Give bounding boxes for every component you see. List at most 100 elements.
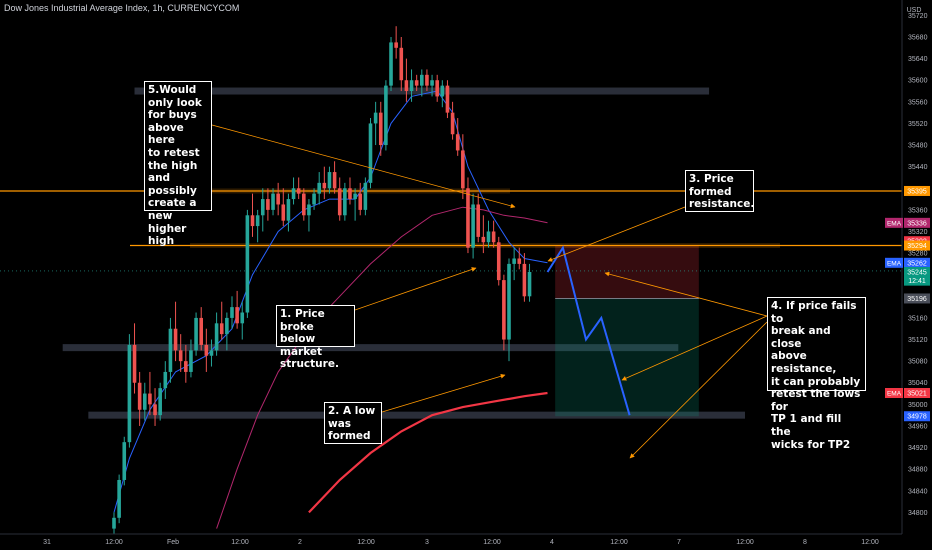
ema-tag: EMA [887, 391, 902, 398]
support-resistance-zone [62, 344, 679, 352]
candle [127, 344, 132, 443]
x-tick-label: 12:00 [105, 539, 123, 546]
candle [153, 404, 157, 416]
candle [512, 258, 516, 264]
price-label-box [904, 275, 930, 286]
candle [358, 193, 363, 210]
price-label: 34978 [907, 414, 927, 421]
candle [378, 112, 383, 146]
y-tick-label: 35360 [908, 207, 928, 214]
candle [476, 204, 481, 237]
y-tick-label: 34800 [908, 510, 928, 517]
projection-path [546, 245, 631, 416]
y-tick-label: 35680 [908, 35, 928, 42]
candle [368, 123, 373, 183]
candle [271, 193, 275, 210]
ema-tag: EMA [887, 260, 902, 267]
candle [117, 479, 121, 518]
price-label: 35294 [907, 243, 927, 250]
y-tick-label: 35480 [908, 143, 928, 150]
y-tick-label: 35320 [908, 229, 928, 236]
annotation-note-2[interactable]: 2. A low was formed [324, 402, 382, 444]
candle [112, 517, 116, 529]
x-tick-label: 12:00 [610, 539, 628, 546]
candle [348, 188, 352, 200]
annotation-note-4[interactable]: 4. If price fails to break and close abo… [767, 297, 866, 451]
candle [142, 393, 147, 410]
x-tick-label: 7 [677, 539, 681, 546]
price-label-box [904, 411, 930, 422]
y-tick-label: 35280 [908, 251, 928, 258]
candle [199, 317, 204, 345]
candle [225, 317, 229, 335]
candle [502, 280, 506, 340]
annotation-note-3[interactable]: 3. Price formed resistance. [685, 170, 754, 212]
y-tick-label: 34880 [908, 467, 928, 474]
candle [250, 215, 255, 227]
price-label-box [904, 185, 930, 196]
y-tick-label: 34960 [908, 423, 928, 430]
y-tick-label: 35120 [908, 337, 928, 344]
price-label: 35262 [907, 260, 927, 267]
annotation-note-1[interactable]: 1. Price broke below market structure. [276, 305, 355, 370]
price-label-box [904, 240, 930, 251]
annotation-arrow [211, 124, 516, 209]
candle [373, 112, 378, 124]
y-tick-label: 35000 [908, 402, 928, 409]
chart-title: Dow Jones Industrial Average Index, 1h, … [4, 3, 240, 13]
candle [312, 193, 316, 205]
ema-tag: EMA [887, 220, 902, 227]
annotation-arrow [621, 315, 768, 381]
candle [435, 80, 439, 97]
ema-line [308, 391, 548, 514]
candle [296, 188, 301, 194]
price-label: 35336 [907, 220, 927, 227]
candle [455, 134, 460, 151]
candle [389, 42, 393, 86]
y-tick-label: 35640 [908, 56, 928, 63]
candle [517, 258, 522, 264]
candle [445, 85, 450, 113]
candle [281, 204, 286, 221]
candle [148, 393, 152, 405]
candle [353, 193, 357, 200]
price-label: 35196 [907, 296, 927, 303]
x-tick-label: 12:00 [483, 539, 501, 546]
candle [414, 80, 419, 86]
candle [209, 350, 214, 356]
x-tick-label: 12:00 [736, 539, 754, 546]
candle [158, 388, 162, 416]
price-label-box [904, 293, 930, 304]
y-tick-label: 35520 [908, 121, 928, 128]
x-tick-label: Feb [167, 539, 179, 546]
candle [255, 215, 260, 227]
price-label-box [904, 217, 930, 228]
y-tick-label: 34920 [908, 445, 928, 452]
ema-tag-box [885, 257, 903, 268]
candle [471, 204, 475, 248]
x-tick-label: 12:00 [357, 539, 375, 546]
candle [302, 193, 306, 216]
price-label: 12:41 [908, 278, 926, 285]
candle [137, 382, 142, 410]
candle [235, 307, 239, 324]
candle [132, 344, 137, 383]
x-tick-label: 3 [425, 539, 429, 546]
candle [466, 188, 470, 248]
price-label-box [904, 388, 930, 399]
price-label-box [904, 267, 930, 277]
candle [178, 350, 183, 362]
candle [194, 317, 198, 351]
x-tick-label: 12:00 [231, 539, 249, 546]
candle [363, 182, 368, 210]
candle [219, 323, 224, 335]
annotation-arrow [547, 206, 686, 262]
annotation-note-5[interactable]: 5.Would only look for buys above here to… [144, 81, 212, 247]
candle [184, 361, 188, 372]
candle [276, 193, 280, 205]
candle [260, 199, 265, 216]
x-tick-label: 4 [550, 539, 554, 546]
candle [496, 242, 501, 281]
candle [266, 199, 270, 210]
